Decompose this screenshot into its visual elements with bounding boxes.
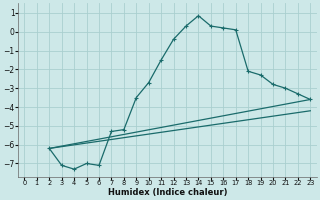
X-axis label: Humidex (Indice chaleur): Humidex (Indice chaleur): [108, 188, 227, 197]
